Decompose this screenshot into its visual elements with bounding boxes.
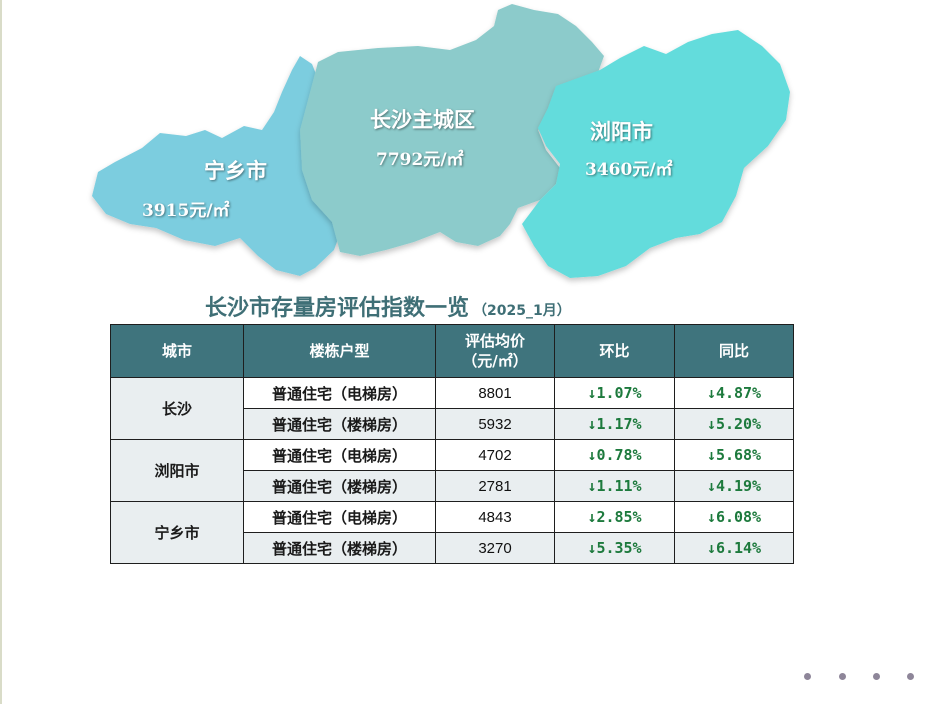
mom-cell: ↓5.35% <box>554 532 675 564</box>
yoy-value: 4.87% <box>715 384 762 402</box>
down-arrow-icon: ↓ <box>706 477 716 495</box>
slide-left-edge <box>0 0 2 704</box>
price-cell: 3270 <box>435 532 555 564</box>
mom-cell: ↓1.11% <box>554 470 675 502</box>
header-city: 城市 <box>110 324 244 378</box>
down-arrow-icon: ↓ <box>706 446 716 464</box>
mom-value: 1.11% <box>596 477 642 495</box>
city-cell: 浏阳市 <box>110 439 244 502</box>
yoy-cell: ↓5.68% <box>674 439 794 471</box>
yoy-value: 6.14% <box>715 539 762 557</box>
table-row: 长沙 普通住宅（电梯房） 8801 ↓1.07% ↓4.87% <box>110 377 794 440</box>
table-header-row: 城市 楼栋户型 评估均价 （元/㎡） 环比 同比 <box>110 324 794 378</box>
type-cell: 普通住宅（楼梯房） <box>243 470 436 502</box>
price-cell: 4843 <box>435 501 555 533</box>
region-liuyang-shape <box>522 30 790 278</box>
down-arrow-icon: ↓ <box>706 508 716 526</box>
mom-value: 1.17% <box>596 415 642 433</box>
price-cell: 4702 <box>435 439 555 471</box>
liuyang-region-price: 3460元/㎡ <box>585 160 673 180</box>
down-arrow-icon: ↓ <box>587 384 597 402</box>
yoy-cell: ↓6.08% <box>674 501 794 533</box>
table-row: 宁乡市 普通住宅（电梯房） 4843 ↓2.85% ↓6.08% <box>110 501 794 564</box>
city-cell: 长沙 <box>110 377 244 440</box>
liuyang-region-name: 浏阳市 <box>590 120 653 144</box>
type-cell: 普通住宅（电梯房） <box>243 439 436 471</box>
price-index-table: 城市 楼栋户型 评估均价 （元/㎡） 环比 同比 长沙 普通住宅（电梯房） 880… <box>110 324 794 564</box>
title-period: （2025_1月） <box>473 303 571 319</box>
down-arrow-icon: ↓ <box>587 415 597 433</box>
header-price: 评估均价 （元/㎡） <box>435 324 555 378</box>
down-arrow-icon: ↓ <box>587 446 597 464</box>
mom-cell: ↓1.07% <box>554 377 675 409</box>
header-price-line1: 评估均价 <box>464 332 525 350</box>
down-arrow-icon: ↓ <box>587 539 597 557</box>
header-yoy: 同比 <box>674 324 794 378</box>
pagination-dot[interactable] <box>873 673 880 680</box>
down-arrow-icon: ↓ <box>706 384 716 402</box>
ningxiang-region-price: 3915元/㎡ <box>142 201 230 221</box>
main-city-region-price: 7792元/㎡ <box>376 150 464 170</box>
main-city-region-name: 长沙主城区 <box>370 108 475 132</box>
pagination-dot[interactable] <box>907 673 914 680</box>
title-main: 长沙市存量房评估指数一览 <box>205 296 470 321</box>
yoy-value: 5.20% <box>715 415 762 433</box>
region-main-city-shape <box>300 4 604 256</box>
type-cell: 普通住宅（电梯房） <box>243 501 436 533</box>
table-row: 普通住宅（楼梯房） 2781 ↓1.11% ↓4.19% <box>111 470 794 502</box>
price-cell: 8801 <box>435 377 555 409</box>
mom-value: 1.07% <box>596 384 642 402</box>
yoy-value: 6.08% <box>715 508 762 526</box>
down-arrow-icon: ↓ <box>706 539 716 557</box>
type-cell: 普通住宅（电梯房） <box>243 377 436 409</box>
mom-cell: ↓1.17% <box>554 408 675 440</box>
region-ningxiang-shape <box>92 56 342 276</box>
mom-cell: ↓2.85% <box>554 501 675 533</box>
down-arrow-icon: ↓ <box>587 477 597 495</box>
header-type: 楼栋户型 <box>243 324 436 378</box>
type-cell: 普通住宅（楼梯房） <box>243 532 436 564</box>
mom-value: 0.78% <box>596 446 642 464</box>
down-arrow-icon: ↓ <box>706 415 716 433</box>
city-cell: 宁乡市 <box>110 501 244 564</box>
pagination-dot[interactable] <box>839 673 846 680</box>
pagination-dot[interactable] <box>804 673 811 680</box>
type-cell: 普通住宅（楼梯房） <box>243 408 436 440</box>
table-row: 浏阳市 普通住宅（电梯房） 4702 ↓0.78% ↓5.68% <box>110 439 794 502</box>
yoy-cell: ↓4.87% <box>674 377 794 409</box>
page-title: 长沙市存量房评估指数一览 （2025_1月） <box>205 290 571 322</box>
mom-value: 2.85% <box>596 508 642 526</box>
yoy-cell: ↓4.19% <box>674 470 794 502</box>
changsha-region-map <box>92 4 790 278</box>
header-mom: 环比 <box>554 324 675 378</box>
table-row: 普通住宅（楼梯房） 5932 ↓1.17% ↓5.20% <box>111 408 794 440</box>
yoy-cell: ↓6.14% <box>674 532 794 564</box>
mom-cell: ↓0.78% <box>554 439 675 471</box>
price-cell: 5932 <box>435 408 555 440</box>
ningxiang-region-name: 宁乡市 <box>204 159 267 183</box>
yoy-value: 4.19% <box>715 477 762 495</box>
down-arrow-icon: ↓ <box>587 508 597 526</box>
yoy-value: 5.68% <box>715 446 762 464</box>
price-cell: 2781 <box>435 470 555 502</box>
table-row: 普通住宅（楼梯房） 3270 ↓5.35% ↓6.14% <box>111 532 794 564</box>
header-price-line2: （元/㎡） <box>462 352 528 370</box>
mom-value: 5.35% <box>596 539 642 557</box>
yoy-cell: ↓5.20% <box>674 408 794 440</box>
